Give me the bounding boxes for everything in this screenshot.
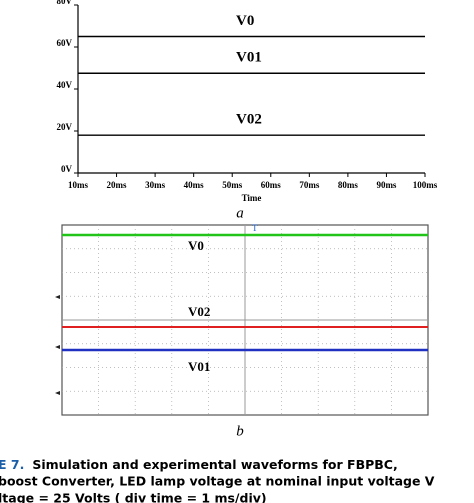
scope-label: V02	[188, 304, 210, 319]
scope-grid	[62, 225, 428, 415]
x-tick-label: 80ms	[338, 180, 358, 190]
scope-label: V0	[188, 238, 204, 253]
caption-line: E 7. Simulation and experimental waveform…	[0, 457, 398, 472]
x-tick-label: 70ms	[299, 180, 319, 190]
x-axis-label: Time	[242, 193, 262, 203]
scope-panel: T V0 V02 V01 b	[55, 223, 429, 439]
caption-text: Simulation and experimental waveforms fo…	[32, 457, 397, 472]
panel-label: a	[236, 205, 244, 221]
y-tick-label: 40V	[57, 80, 73, 90]
caption-line: ltage = 25 Volts ( div time = 1 ms/div)	[0, 491, 267, 503]
y-tick-label: 0V	[61, 164, 73, 174]
trigger-marker: T	[252, 223, 258, 233]
y-tick-label: 80V	[57, 0, 73, 6]
x-tick-label: 40ms	[184, 180, 204, 190]
x-tick-label: 10ms	[68, 180, 88, 190]
series-label: V01	[236, 50, 262, 66]
caption-number: E 7.	[0, 457, 24, 472]
x-tick-label: 30ms	[145, 180, 165, 190]
series-label: V02	[236, 112, 262, 128]
caption-line: boost Converter, LED lamp voltage at nom…	[0, 474, 435, 489]
series-label: V0	[236, 13, 254, 29]
x-tick-label: 50ms	[222, 180, 242, 190]
y-tick-label: 20V	[57, 122, 73, 132]
scope-label: V01	[188, 359, 210, 374]
x-tick-label: 20ms	[107, 180, 127, 190]
x-tick-label: 100ms	[413, 180, 438, 190]
scope-markers	[55, 295, 60, 395]
x-tick-label: 60ms	[261, 180, 281, 190]
y-tick-label: 60V	[57, 38, 73, 48]
panel-label: b	[236, 423, 244, 439]
x-tick-label: 90ms	[376, 180, 396, 190]
